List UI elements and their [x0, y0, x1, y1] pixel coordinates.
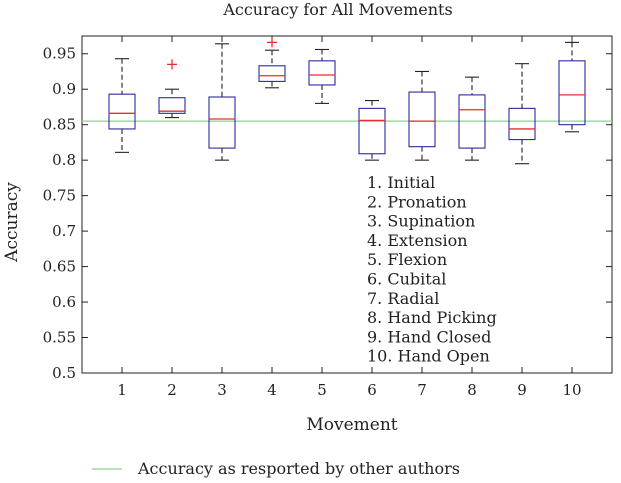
annotation-line: 4. Extension	[367, 231, 468, 250]
box-10	[558, 60, 586, 126]
annotation-line: 9. Hand Closed	[367, 327, 491, 346]
y-tick-label: 0.6	[52, 293, 76, 311]
x-tick-label: 5	[317, 381, 327, 399]
x-tick-label: 3	[217, 381, 227, 399]
legend: Accuracy as resported by other authors	[92, 459, 460, 478]
chart-title: Accuracy for All Movements	[222, 0, 452, 19]
legend-reference-label: Accuracy as resported by other authors	[137, 459, 460, 478]
annotation-line: 1. Initial	[367, 173, 435, 192]
box-6	[358, 107, 386, 155]
y-axis-label: Accuracy	[2, 182, 22, 263]
outlier-marker	[267, 37, 277, 48]
y-tick-label: 0.7	[52, 222, 76, 240]
box-2	[158, 97, 186, 114]
annotation-line: 8. Hand Picking	[367, 308, 497, 327]
y-tick-label: 0.75	[43, 187, 76, 205]
box-8	[458, 94, 486, 149]
annotation-line: 7. Radial	[367, 289, 439, 308]
x-tick-label: 6	[367, 381, 377, 399]
annotation-line: 10. Hand Open	[367, 347, 490, 366]
y-tick-label: 0.65	[43, 258, 76, 276]
x-tick-label: 10	[562, 381, 581, 399]
annotation-line: 3. Supination	[367, 212, 475, 231]
y-tick-label: 0.8	[52, 151, 76, 169]
x-tick-label: 9	[517, 381, 527, 399]
box-1	[108, 93, 136, 130]
y-tick-label: 0.9	[52, 80, 76, 98]
axes-frame	[81, 35, 613, 374]
x-tick-label: 8	[467, 381, 477, 399]
outlier-marker	[167, 59, 177, 70]
x-tick-label: 4	[267, 381, 277, 399]
annotation-line: 2. Pronation	[367, 192, 467, 211]
x-tick-label: 2	[167, 381, 177, 399]
y-tick-label: 0.95	[43, 45, 76, 63]
y-tick-label: 0.85	[43, 116, 76, 134]
annotation-line: 6. Cubital	[367, 270, 446, 289]
y-tick-label: 0.5	[52, 364, 76, 382]
box-7	[408, 91, 436, 148]
x-axis-label: Movement	[306, 415, 397, 435]
x-tick-label: 7	[417, 381, 427, 399]
box-4	[258, 65, 286, 82]
y-tick-label: 0.55	[43, 329, 76, 347]
box-5	[308, 60, 336, 86]
plot-area: 0.5 0.55 0.6 0.65 0.7 0.75 0.8 0.85 0.9 0.95 1 2 3 4 5…	[43, 35, 613, 399]
x-tick-label: 1	[117, 381, 127, 399]
box-9	[508, 107, 536, 141]
annotation-line: 5. Flexion	[367, 250, 447, 269]
box-3	[208, 96, 236, 149]
